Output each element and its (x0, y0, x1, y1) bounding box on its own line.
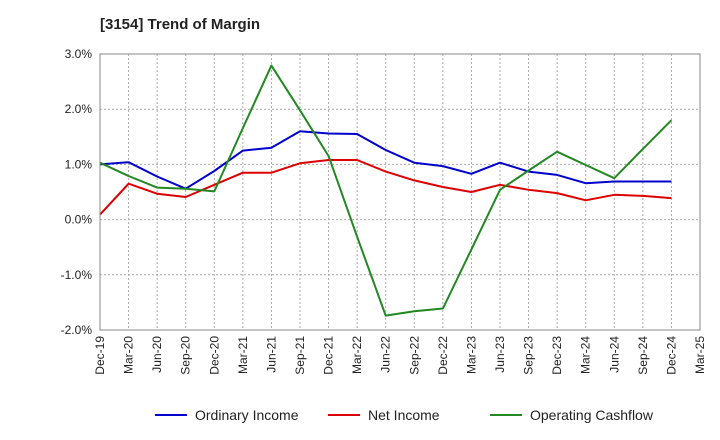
x-tick-label: Sep-20 (179, 336, 193, 375)
x-tick-label: Jun-21 (264, 336, 278, 373)
x-tick-label: Sep-23 (522, 336, 536, 375)
x-tick-label: Dec-19 (93, 336, 107, 375)
y-tick-labels: -2.0% -1.0% 0.0% 1.0% 2.0% 3.0% (61, 47, 93, 337)
x-tick-label: Jun-22 (379, 336, 393, 373)
x-tick-labels: Dec-19 Mar-20 Jun-20 Sep-20 Dec-20 Mar-21 Jun-… (93, 336, 707, 375)
x-tick-label: Mar-22 (350, 336, 364, 374)
x-tick-label: Mar-21 (236, 336, 250, 374)
x-tick-label: Mar-20 (122, 336, 136, 374)
y-tick-label: 1.0% (65, 157, 93, 171)
series-line-net-income (99, 159, 672, 216)
y-tick-label: 3.0% (65, 47, 93, 61)
chart-title: [3154] Trend of Margin (100, 16, 261, 33)
x-tick-label: Dec-24 (664, 336, 678, 375)
y-tick-label: 2.0% (65, 102, 93, 116)
y-tick-label: 0.0% (65, 213, 93, 227)
x-tick-label: Jun-20 (150, 336, 164, 373)
x-tick-label: Mar-23 (464, 336, 478, 374)
x-tick-label: Mar-24 (579, 336, 593, 374)
x-tick-label: Dec-21 (322, 336, 336, 375)
legend-label: Ordinary Income (195, 407, 299, 423)
plot-frame (99, 53, 701, 331)
legend-label: Net Income (368, 407, 440, 423)
series-line-ordinary-income (99, 130, 672, 190)
x-tick-label: Sep-24 (636, 336, 650, 375)
x-tick-label: Dec-23 (550, 336, 564, 375)
x-tick-label: Sep-22 (407, 336, 421, 375)
y-tick-label: -2.0% (61, 323, 93, 337)
y-tick-label: -1.0% (61, 268, 93, 282)
x-tick-label: Mar-25 (693, 336, 707, 374)
x-tick-label: Dec-20 (207, 336, 221, 375)
series-line-operating-cashflow (99, 64, 673, 317)
plot-background (100, 54, 700, 330)
x-tick-label: Dec-22 (436, 336, 450, 375)
x-tick-label: Sep-21 (293, 336, 307, 375)
x-tick-label: Jun-24 (607, 336, 621, 373)
legend: Ordinary Income Net Income Operating Cashf… (155, 407, 654, 423)
legend-label: Operating Cashflow (530, 407, 654, 423)
series-lines (99, 64, 673, 317)
x-tick-label: Jun-23 (493, 336, 507, 373)
